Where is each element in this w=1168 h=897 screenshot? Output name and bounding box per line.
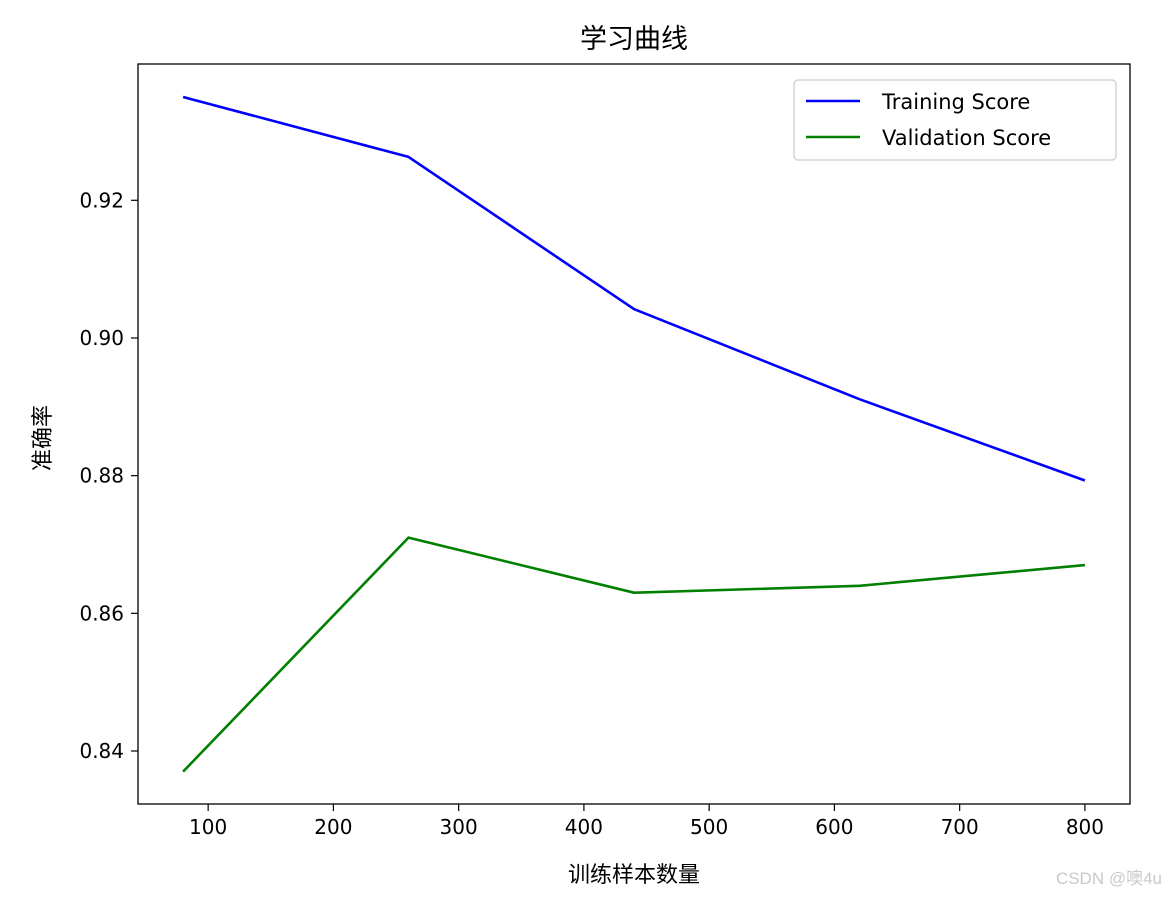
x-tick-label: 100 — [189, 815, 227, 839]
legend: Training Score Validation Score — [793, 79, 1117, 161]
y-axis-label: 准确率 — [31, 405, 56, 471]
x-tick-label: 500 — [690, 815, 728, 839]
y-tick-label: 0.92 — [79, 188, 124, 212]
legend-box — [793, 79, 1117, 161]
x-tick-label: 400 — [565, 815, 603, 839]
x-tick-label: 700 — [941, 815, 979, 839]
series-line-0 — [182, 95, 1086, 482]
series-line-1 — [182, 536, 1086, 773]
x-tick-label: 200 — [314, 815, 352, 839]
y-tick-label: 0.90 — [79, 326, 124, 350]
watermark: CSDN @噢4u — [1055, 869, 1162, 888]
chart-title: 学习曲线 — [580, 24, 688, 55]
y-tick-label: 0.88 — [79, 464, 124, 488]
y-tick-label: 0.86 — [79, 601, 124, 625]
x-tick-label: 600 — [815, 815, 853, 839]
x-tick-label: 300 — [440, 815, 478, 839]
y-tick-label: 0.84 — [79, 739, 124, 763]
legend-label-validation: Validation Score — [882, 126, 1051, 150]
legend-label-training: Training Score — [881, 90, 1030, 114]
x-axis-label: 训练样本数量 — [568, 863, 700, 888]
plot-frame — [137, 63, 1131, 805]
x-tick-label: 800 — [1066, 815, 1104, 839]
